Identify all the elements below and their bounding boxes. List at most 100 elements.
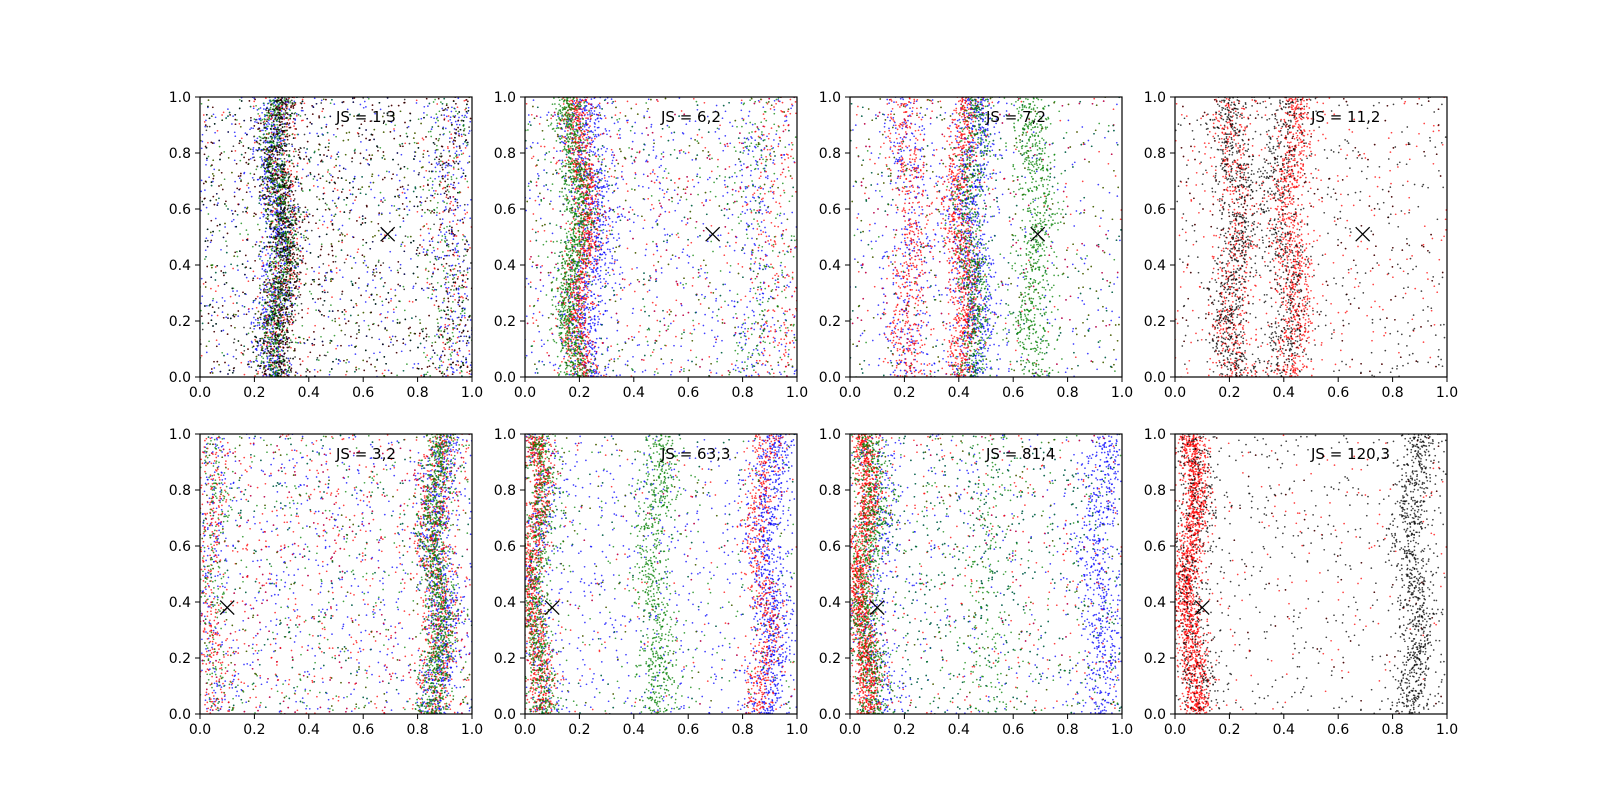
scatter-point bbox=[444, 206, 447, 208]
scatter-point bbox=[260, 355, 263, 358]
scatter-point bbox=[341, 276, 344, 279]
scatter-point bbox=[389, 250, 392, 253]
scatter-point bbox=[348, 361, 350, 363]
scatter-point bbox=[448, 185, 451, 188]
scatter-point bbox=[277, 265, 280, 267]
scatter-point bbox=[268, 220, 270, 222]
scatter-point bbox=[440, 354, 443, 357]
scatter-point bbox=[290, 289, 292, 292]
scatter-point bbox=[258, 118, 260, 120]
scatter-point bbox=[289, 181, 292, 183]
scatter-point bbox=[210, 287, 212, 290]
scatter-point bbox=[427, 359, 430, 362]
scatter-point bbox=[447, 120, 450, 122]
scatter-point bbox=[279, 205, 282, 207]
scatter-point bbox=[254, 312, 257, 315]
scatter-point bbox=[278, 316, 281, 319]
scatter-point bbox=[419, 234, 422, 237]
scatter-point bbox=[276, 165, 279, 168]
scatter-point bbox=[440, 101, 442, 103]
scatter-point bbox=[426, 287, 429, 289]
scatter-point bbox=[265, 178, 268, 181]
scatter-point bbox=[440, 309, 443, 312]
scatter-point bbox=[249, 190, 251, 193]
scatter-point bbox=[367, 324, 370, 327]
scatter-point bbox=[386, 316, 389, 319]
scatter-point bbox=[262, 264, 265, 266]
scatter-point bbox=[432, 236, 434, 239]
scatter-point bbox=[338, 228, 341, 230]
scatter-point bbox=[308, 189, 311, 192]
scatter-point bbox=[416, 142, 418, 145]
scatter-point bbox=[224, 226, 226, 228]
scatter-point bbox=[427, 130, 430, 133]
scatter-point bbox=[464, 281, 467, 284]
scatter-point bbox=[377, 204, 380, 207]
scatter-point bbox=[288, 217, 291, 219]
scatter-point bbox=[294, 266, 297, 269]
scatter-point bbox=[263, 247, 265, 250]
scatter-point bbox=[282, 280, 285, 283]
scatter-point bbox=[341, 241, 343, 244]
scatter-point bbox=[262, 108, 265, 110]
scatter-point bbox=[462, 142, 465, 145]
scatter-point bbox=[457, 206, 459, 209]
scatter-point bbox=[450, 183, 452, 186]
scatter-point bbox=[249, 105, 252, 108]
scatter-point bbox=[239, 233, 241, 235]
scatter-point bbox=[449, 118, 452, 121]
scatter-point bbox=[265, 308, 267, 311]
scatter-point bbox=[442, 211, 444, 213]
scatter-point bbox=[355, 366, 357, 369]
scatter-point bbox=[262, 312, 264, 315]
scatter-point bbox=[259, 198, 262, 200]
scatter-point bbox=[300, 119, 303, 122]
scatter-point bbox=[284, 262, 287, 265]
scatter-point bbox=[435, 259, 438, 261]
scatter-point bbox=[263, 120, 266, 123]
scatter-point bbox=[427, 227, 430, 230]
scatter-point bbox=[452, 310, 455, 312]
scatter-point bbox=[258, 277, 261, 280]
scatter-point bbox=[285, 273, 288, 276]
scatter-point bbox=[264, 230, 267, 233]
scatter-point bbox=[272, 273, 275, 276]
scatter-point bbox=[322, 134, 324, 136]
scatter-point bbox=[260, 211, 263, 214]
scatter-point bbox=[266, 114, 269, 117]
scatter-point bbox=[454, 298, 456, 301]
scatter-point bbox=[246, 212, 249, 214]
scatter-point bbox=[265, 310, 268, 313]
scatter-point bbox=[256, 324, 259, 327]
scatter-point bbox=[462, 233, 464, 236]
scatter-point bbox=[301, 360, 304, 362]
scatter-point bbox=[278, 308, 281, 310]
scatter-point bbox=[264, 322, 267, 324]
scatter-point bbox=[451, 331, 454, 334]
scatter-point bbox=[462, 260, 464, 263]
scatter-point bbox=[429, 357, 432, 360]
series-points bbox=[200, 97, 472, 377]
scatter-point bbox=[429, 374, 432, 377]
scatter-point bbox=[264, 254, 267, 256]
scatter-point bbox=[274, 126, 277, 129]
scatter-point bbox=[267, 121, 269, 124]
scatter-point bbox=[288, 165, 291, 167]
scatter-point bbox=[273, 295, 276, 298]
scatter-point bbox=[305, 213, 308, 216]
scatter-point bbox=[460, 176, 463, 179]
scatter-point bbox=[297, 181, 300, 184]
scatter-point bbox=[452, 168, 455, 170]
scatter-point bbox=[402, 220, 405, 222]
scatter-point bbox=[236, 290, 238, 292]
scatter-point bbox=[462, 340, 464, 342]
scatter-point bbox=[439, 333, 442, 336]
scatter-point bbox=[257, 370, 259, 373]
scatter-point bbox=[439, 241, 442, 243]
scatter-point bbox=[216, 314, 219, 317]
scatter-point bbox=[415, 99, 418, 102]
scatter-point bbox=[281, 303, 284, 305]
scatter-point bbox=[274, 134, 277, 137]
scatter-point bbox=[443, 233, 446, 236]
scatter-point bbox=[465, 116, 468, 118]
